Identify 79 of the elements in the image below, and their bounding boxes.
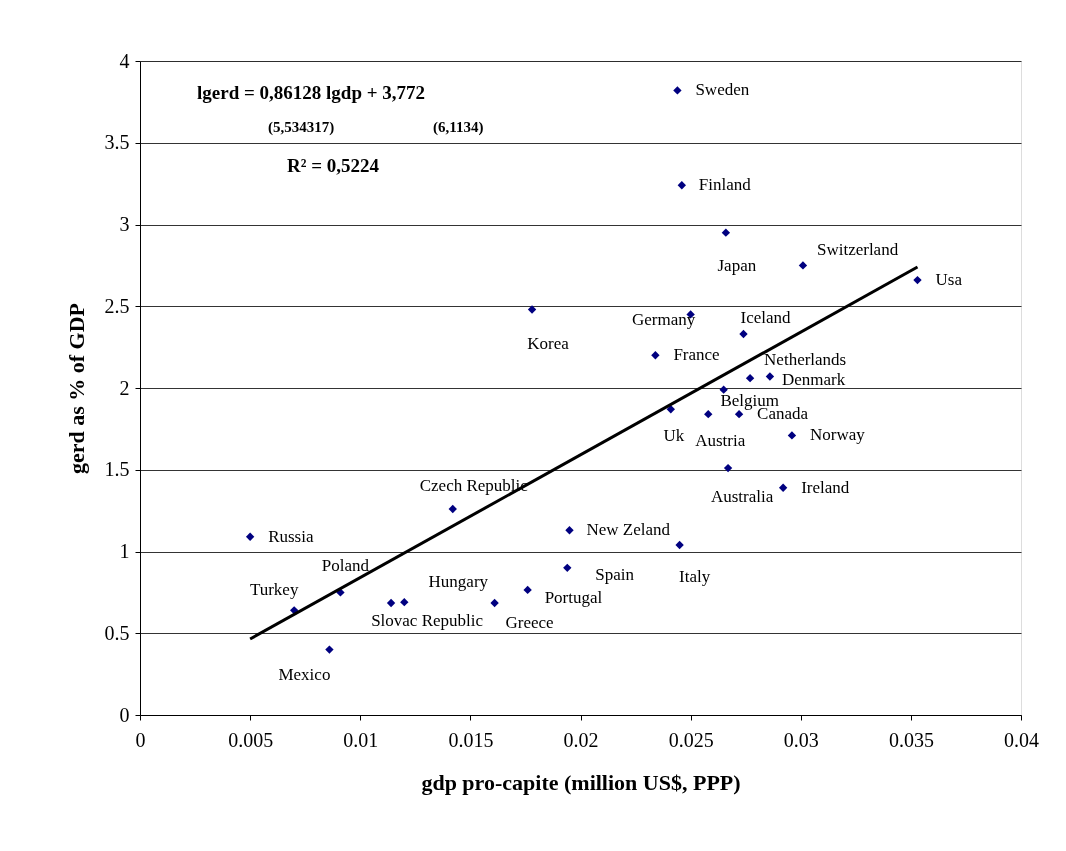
annotation: (5,534317) — [268, 119, 335, 136]
data-label: Switzerland — [816, 240, 899, 260]
point — [721, 228, 731, 237]
data-label: Turkey — [249, 580, 299, 600]
data-label: Usa — [935, 270, 963, 290]
x-tick-label: 0.015 — [448, 728, 494, 751]
point — [719, 385, 728, 394]
point — [677, 181, 686, 190]
point — [798, 261, 808, 270]
y-tick-label: 2.5 — [104, 294, 130, 317]
point — [745, 374, 755, 383]
point — [386, 598, 396, 608]
data-label: Ireland — [801, 477, 850, 497]
x-tick-label: 0.005 — [228, 728, 274, 751]
y-tick-label: 1.5 — [104, 458, 130, 481]
data-label: Korea — [527, 333, 570, 353]
data-label: Czech Republic — [419, 475, 529, 495]
annotation: (6,1134) — [433, 119, 484, 136]
y-tick-label: 0.5 — [104, 621, 130, 644]
point — [739, 329, 748, 339]
point — [523, 585, 532, 595]
y-tick-label: 1 — [119, 540, 130, 562]
point — [723, 463, 733, 473]
data-label: Hungary — [428, 572, 489, 592]
point — [734, 409, 744, 419]
data-label: Sweden — [695, 80, 750, 100]
data-label: Australia — [710, 487, 774, 507]
data-label: Slovac Republic — [371, 611, 484, 630]
point — [448, 504, 457, 514]
point — [490, 598, 499, 608]
point — [563, 563, 572, 573]
x-tick-label: 0.03 — [783, 728, 819, 751]
point — [675, 540, 684, 550]
point — [651, 351, 660, 360]
data-label: Iceland — [740, 308, 792, 328]
point — [778, 483, 788, 492]
x-tick-label: 0.025 — [668, 728, 714, 751]
y-tick-label: 0 — [119, 703, 130, 726]
data-label: Uk — [663, 426, 685, 446]
data-label: Norway — [809, 425, 866, 445]
data-label: Greece — [505, 613, 554, 632]
data-label: Spain — [595, 564, 635, 584]
data-label: Mexico — [278, 664, 331, 684]
y-tick-label: 3.5 — [104, 131, 130, 154]
y-tick-label: 4 — [119, 49, 130, 72]
annotation: lgerd = 0,86128 lgdp + 3,772 — [197, 82, 426, 103]
point — [400, 598, 409, 607]
data-label: Italy — [679, 566, 711, 586]
data-label: Netherlands — [764, 350, 847, 370]
point — [565, 526, 574, 535]
annotation: R² = 0,5224 — [287, 155, 380, 176]
x-tick-label: 0.035 — [888, 728, 934, 751]
point — [765, 372, 775, 381]
point — [527, 305, 537, 314]
data-label: Japan — [717, 255, 757, 275]
data-label: France — [673, 345, 720, 365]
point — [787, 431, 797, 440]
point — [673, 86, 682, 95]
point — [704, 409, 713, 419]
data-label: Austria — [695, 431, 746, 451]
data-label: Portugal — [544, 587, 603, 607]
y-axis-title: gerd as % of GDP — [63, 302, 89, 475]
y-tick-label: 3 — [119, 213, 130, 235]
point — [325, 645, 334, 654]
point — [913, 275, 922, 285]
x-tick-label: 0.01 — [343, 728, 379, 751]
y-tick-label: 2 — [119, 376, 130, 399]
x-axis-title: gdp pro-capite (million US$, PPP) — [421, 769, 741, 795]
data-label: Germany — [631, 310, 696, 330]
data-label: Denmark — [781, 369, 846, 389]
data-label: Finland — [698, 175, 752, 195]
point — [245, 532, 255, 541]
data-label: Russia — [268, 526, 314, 546]
data-label: Poland — [321, 556, 370, 576]
x-tick-label: 0.02 — [563, 728, 599, 751]
point — [666, 405, 675, 414]
data-label: New Zeland — [586, 520, 671, 540]
x-tick-label: 0.04 — [1004, 728, 1039, 751]
x-tick-label: 0 — [135, 728, 146, 751]
